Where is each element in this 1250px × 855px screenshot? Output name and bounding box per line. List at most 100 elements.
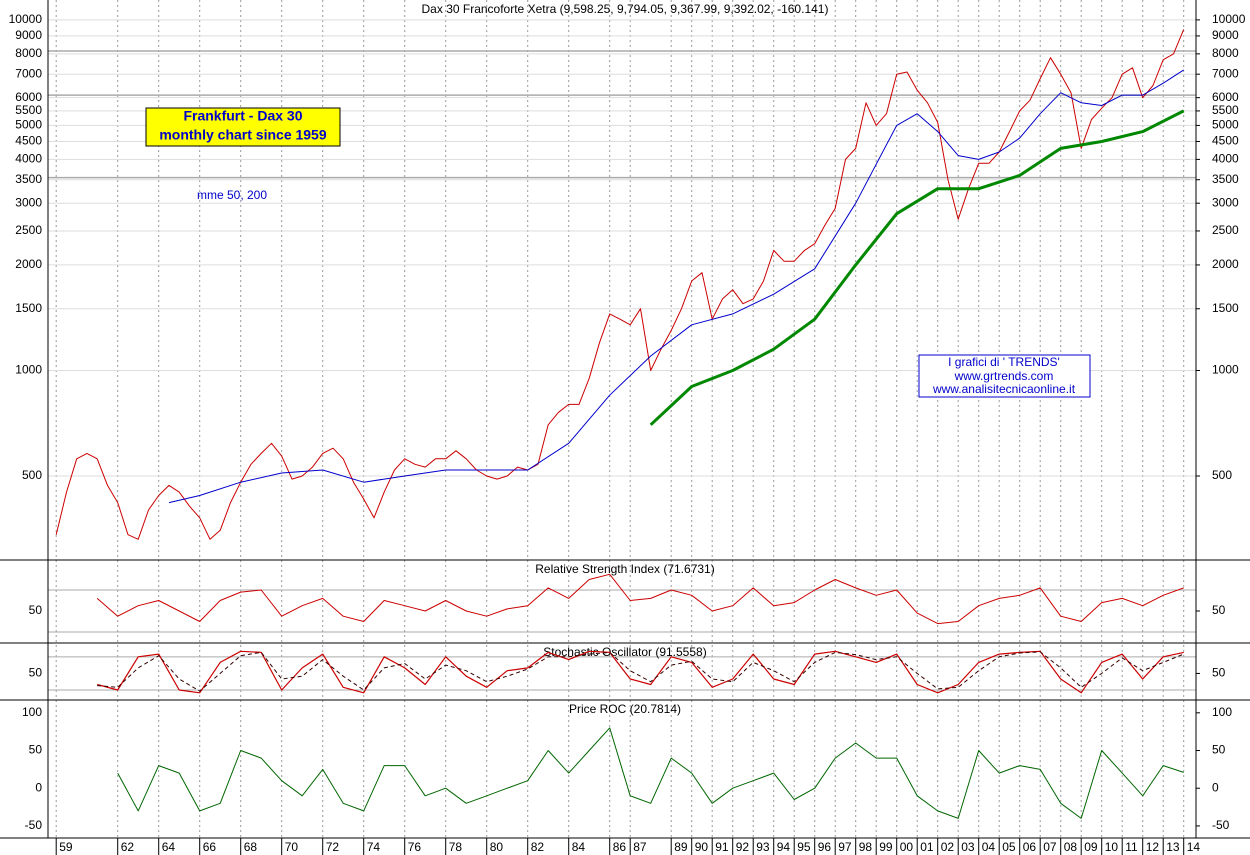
x-tick-label: 10	[1105, 840, 1119, 854]
series-line	[96, 573, 1184, 625]
y-tick-label: 8000	[15, 46, 42, 60]
y2-tick-label: 10000	[1212, 12, 1246, 26]
annotation: monthly chart since 1959	[159, 127, 327, 143]
panel-title: Dax 30 Francoforte Xetra (9,598.25, 9,79…	[422, 2, 829, 16]
y-tick-label: 50	[29, 666, 43, 680]
label-box	[145, 107, 341, 147]
y-tick-label: 0	[35, 780, 42, 794]
y2-tick-label: 1500	[1212, 301, 1239, 315]
x-tick-label: 66	[203, 840, 217, 854]
x-tick-label: 76	[408, 840, 422, 854]
x-tick-label: 78	[449, 840, 463, 854]
y2-tick-label: 500	[1212, 468, 1232, 482]
x-tick-label: 59	[59, 840, 73, 854]
y-tick-label: 2000	[15, 257, 42, 271]
x-tick-label: 02	[941, 840, 955, 854]
y2-tick-label: 1000	[1212, 363, 1239, 377]
y2-tick-label: 4000	[1212, 152, 1239, 166]
y2-tick-label: 50	[1212, 743, 1226, 757]
x-tick-label: 04	[982, 840, 996, 854]
y2-tick-label: 5500	[1212, 103, 1239, 117]
y-tick-label: -50	[25, 818, 43, 832]
y2-tick-label: 7000	[1212, 66, 1239, 80]
x-tick-label: 86	[613, 840, 627, 854]
series-line	[168, 69, 1184, 504]
annotation: I grafici di ' TRENDS'	[948, 355, 1060, 369]
x-tick-label: 92	[736, 840, 750, 854]
y2-tick-label: 5000	[1212, 118, 1239, 132]
x-tick-label: 90	[695, 840, 709, 854]
y2-tick-label: 0	[1212, 780, 1219, 794]
series-line	[117, 727, 1184, 819]
x-tick-label: 98	[859, 840, 873, 854]
x-tick-label: 12	[1146, 840, 1160, 854]
x-tick-label: 70	[285, 840, 299, 854]
y-tick-label: 50	[29, 603, 43, 617]
x-tick-label: 62	[121, 840, 135, 854]
y2-tick-label: 50	[1212, 603, 1226, 617]
y-tick-label: 10000	[9, 12, 43, 26]
y-tick-label: 4500	[15, 134, 42, 148]
annotation: Frankfurt - Dax 30	[183, 108, 302, 124]
y2-tick-label: 2500	[1212, 223, 1239, 237]
y-tick-label: 500	[22, 468, 42, 482]
y-tick-label: 5000	[15, 118, 42, 132]
y2-tick-label: 8000	[1212, 46, 1239, 60]
series-line	[649, 109, 1185, 426]
y-tick-label: 50	[29, 743, 43, 757]
x-tick-label: 99	[879, 840, 893, 854]
series-line	[55, 29, 1185, 540]
x-tick-label: 94	[777, 840, 791, 854]
x-tick-label: 74	[367, 840, 381, 854]
series-line	[97, 650, 1184, 694]
y-tick-label: 1500	[15, 301, 42, 315]
y2-tick-label: 3500	[1212, 172, 1239, 186]
y2-tick-label: 4500	[1212, 134, 1239, 148]
x-tick-label: 97	[838, 840, 852, 854]
annotation: www.analisitecnicaonline.it	[932, 382, 1076, 396]
x-tick-label: 93	[756, 840, 770, 854]
y-tick-label: 9000	[15, 28, 42, 42]
x-tick-label: 84	[572, 840, 586, 854]
x-tick-label: 05	[1002, 840, 1016, 854]
x-tick-label: 14	[1187, 840, 1201, 854]
x-tick-label: 01	[920, 840, 934, 854]
x-tick-label: 91	[715, 840, 729, 854]
y2-tick-label: -50	[1212, 818, 1230, 832]
panel-title: Relative Strength Index (71.6731)	[535, 562, 714, 576]
y-tick-label: 5500	[15, 103, 42, 117]
x-tick-label: 00	[900, 840, 914, 854]
y2-tick-label: 100	[1212, 705, 1232, 719]
x-tick-label: 07	[1043, 840, 1057, 854]
x-tick-label: 06	[1023, 840, 1037, 854]
y2-tick-label: 6000	[1212, 90, 1239, 104]
x-tick-label: 11	[1125, 840, 1138, 854]
panel-title: Stochastic Oscillator (91.5558)	[543, 645, 706, 659]
y-tick-label: 3000	[15, 195, 42, 209]
x-tick-label: 95	[797, 840, 811, 854]
y2-tick-label: 50	[1212, 666, 1226, 680]
y-tick-label: 100	[22, 705, 42, 719]
x-tick-label: 13	[1166, 840, 1180, 854]
y2-tick-label: 3000	[1212, 195, 1239, 209]
y-tick-label: 3500	[15, 172, 42, 186]
x-tick-label: 82	[531, 840, 545, 854]
panel-title: Price ROC (20.7814)	[569, 702, 681, 716]
y-tick-label: 6000	[15, 90, 42, 104]
annotation: mme 50, 200	[197, 188, 267, 202]
x-tick-label: 68	[244, 840, 258, 854]
y-tick-label: 4000	[15, 152, 42, 166]
x-tick-label: 64	[162, 840, 176, 854]
y-tick-label: 1000	[15, 363, 42, 377]
x-tick-label: 80	[490, 840, 504, 854]
x-tick-label: 89	[674, 840, 688, 854]
annotation: www.grtrends.com	[954, 369, 1054, 383]
series-line	[97, 651, 1184, 692]
credit-box	[918, 354, 1091, 398]
x-tick-label: 08	[1064, 840, 1078, 854]
x-tick-label: 87	[633, 840, 647, 854]
x-tick-label: 96	[818, 840, 832, 854]
x-tick-label: 72	[326, 840, 340, 854]
